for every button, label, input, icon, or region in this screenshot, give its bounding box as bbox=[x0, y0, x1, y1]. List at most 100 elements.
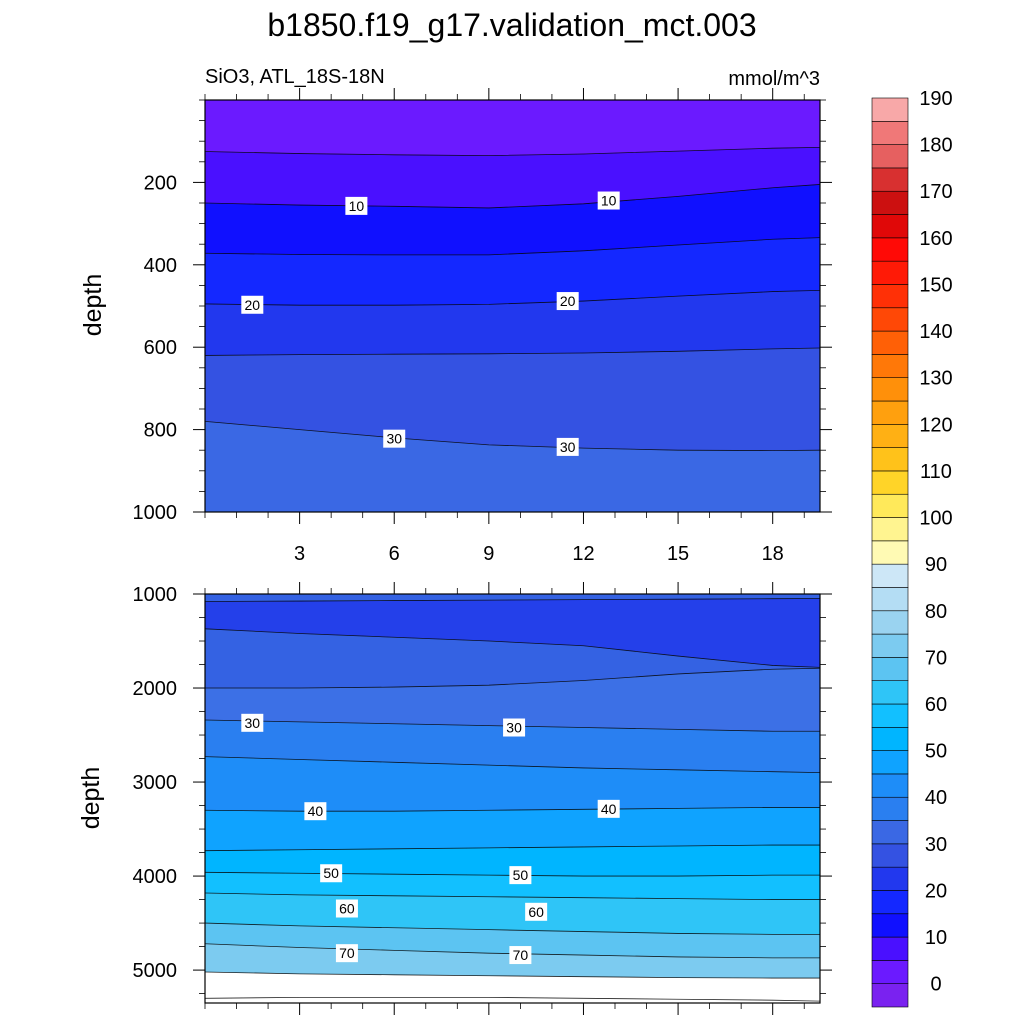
lower-contour-line-11 bbox=[204, 971, 820, 979]
svg-text:10: 10 bbox=[601, 193, 617, 209]
svg-text:50: 50 bbox=[513, 867, 529, 883]
colorbar-swatch-31 bbox=[871, 260, 909, 285]
upper-contour-label-1: 10 bbox=[597, 191, 620, 210]
colorbar-swatch-20 bbox=[871, 517, 909, 542]
upper-contour-line-0 bbox=[204, 146, 821, 157]
upper-ytick-label-4: 1000 bbox=[133, 502, 178, 524]
lower-ytick-label-1: 2000 bbox=[133, 678, 178, 700]
colorbar-swatch-32 bbox=[871, 237, 909, 262]
upper-contour-band-4 bbox=[205, 290, 820, 356]
colorbar-swatch-6 bbox=[871, 843, 909, 868]
colorbar-swatch-16 bbox=[871, 610, 909, 635]
upper-contour-line-2 bbox=[204, 237, 821, 256]
svg-text:70: 70 bbox=[339, 945, 355, 961]
colorbar-swatch-12 bbox=[871, 703, 909, 728]
colorbar-label-4: 40 bbox=[925, 787, 947, 809]
svg-text:40: 40 bbox=[601, 801, 617, 817]
lower-contour-band-4 bbox=[205, 719, 820, 773]
lower-contour-band-9 bbox=[205, 892, 820, 935]
panel-units: mmol/m^3 bbox=[728, 68, 820, 90]
colorbar-swatch-18 bbox=[871, 563, 909, 588]
lower-plot-frame bbox=[204, 593, 821, 1004]
upper-ytick-label-2: 600 bbox=[144, 337, 177, 359]
upper-contour-band-1 bbox=[205, 147, 820, 208]
upper-xtick-label-4: 15 bbox=[667, 543, 689, 565]
svg-text:50: 50 bbox=[323, 865, 339, 881]
colorbar-label-13: 130 bbox=[919, 368, 952, 390]
upper-contour-label-0: 10 bbox=[345, 196, 368, 215]
upper-contour-line-5 bbox=[204, 420, 821, 452]
svg-text:40: 40 bbox=[308, 803, 324, 819]
colorbar-swatch-33 bbox=[871, 214, 909, 239]
colorbar-label-8: 80 bbox=[925, 601, 947, 623]
colorbar-swatch-23 bbox=[871, 447, 909, 472]
colorbar-swatch-10 bbox=[871, 750, 909, 775]
colorbar-label-14: 140 bbox=[919, 321, 952, 343]
lower-contour-label-2: 40 bbox=[304, 802, 327, 821]
lower-ytick-label-3: 4000 bbox=[133, 866, 178, 888]
colorbar-swatch-14 bbox=[871, 657, 909, 681]
lower-contour-band-6 bbox=[205, 807, 820, 851]
lower-contour-plot: 30 30 40 40 50 50 60 60 70 70 1000 2000 3000 4000 5000 bbox=[133, 582, 832, 1015]
lower-contour-label-6: 60 bbox=[335, 899, 358, 918]
lower-ytick-label-0: 1000 bbox=[133, 584, 178, 606]
colorbar-swatch-26 bbox=[871, 377, 909, 402]
svg-text:30: 30 bbox=[560, 439, 576, 455]
colorbar-label-2: 20 bbox=[925, 880, 947, 902]
colorbar-swatch-27 bbox=[871, 354, 909, 378]
colorbar-label-12: 120 bbox=[919, 414, 952, 436]
lower-contour-band-2 bbox=[205, 628, 820, 689]
colorbar-label-0: 0 bbox=[930, 974, 941, 996]
colorbar-swatch-17 bbox=[871, 587, 909, 612]
colorbar-label-6: 60 bbox=[925, 694, 947, 716]
colorbar-swatch-38 bbox=[871, 97, 909, 122]
upper-ylabel: depth bbox=[79, 274, 107, 337]
colorbar-swatch-7 bbox=[871, 820, 909, 845]
lower-contour-band-8 bbox=[205, 872, 820, 900]
lower-contour-line-7 bbox=[204, 871, 820, 877]
colorbar-swatch-13 bbox=[871, 680, 909, 705]
colorbar-swatch-8 bbox=[871, 796, 909, 821]
panel-left-string: SiO3, ATL_18S-18N bbox=[205, 66, 385, 88]
colorbar-label-19: 190 bbox=[919, 88, 952, 110]
colorbar-label-1: 10 bbox=[925, 927, 947, 949]
upper-contour-label-5: 30 bbox=[556, 437, 579, 456]
lower-contour-band-0 bbox=[205, 594, 820, 602]
svg-text:20: 20 bbox=[560, 293, 576, 309]
colorbar-swatch-9 bbox=[871, 773, 909, 798]
lower-contour-band-1 bbox=[205, 598, 820, 668]
colorbar-swatch-19 bbox=[871, 540, 909, 565]
colorbar-label-16: 160 bbox=[919, 228, 952, 250]
colorbar-swatch-30 bbox=[871, 284, 909, 309]
upper-xtick-label-0: 3 bbox=[294, 543, 305, 565]
svg-text:70: 70 bbox=[513, 947, 529, 963]
colorbar-label-17: 170 bbox=[919, 181, 952, 203]
colorbar-swatch-15 bbox=[871, 633, 909, 658]
colorbar-swatch-3 bbox=[871, 913, 909, 938]
lower-contour-line-8 bbox=[204, 892, 820, 900]
colorbar-label-18: 180 bbox=[919, 135, 952, 157]
lower-ytick-label-4: 5000 bbox=[133, 960, 178, 982]
lower-contour-label-5: 50 bbox=[509, 866, 532, 885]
lower-contour-line-0 bbox=[204, 598, 821, 602]
colorbar-swatch-5 bbox=[871, 866, 909, 891]
colorbar-swatch-11 bbox=[871, 727, 909, 751]
colorbar-label-15: 150 bbox=[919, 274, 952, 296]
lower-ytick-label-2: 3000 bbox=[133, 772, 178, 794]
colorbar-swatch-29 bbox=[871, 307, 909, 332]
lower-contour-line-9 bbox=[204, 922, 820, 935]
upper-contour-band-3 bbox=[205, 237, 820, 306]
colorbar-swatch-1 bbox=[871, 960, 909, 984]
upper-contour-plot: 10 10 20 20 30 30 3 6 9 12 15 18 200 400 600 800 1000 bbox=[133, 88, 832, 565]
upper-contour-band-6 bbox=[205, 421, 820, 512]
upper-ytick-label-1: 400 bbox=[144, 255, 177, 277]
lower-contour-label-0: 30 bbox=[241, 713, 264, 732]
lower-contour-line-10 bbox=[204, 943, 820, 959]
lower-contour-band-3 bbox=[205, 668, 820, 732]
colorbar-swatch-22 bbox=[871, 470, 909, 495]
colorbar-swatch-24 bbox=[871, 424, 909, 448]
lower-contour-label-7: 60 bbox=[525, 902, 548, 921]
colorbar-swatch-35 bbox=[871, 167, 909, 192]
upper-contour-label-2: 20 bbox=[241, 295, 264, 314]
svg-text:30: 30 bbox=[386, 431, 402, 447]
